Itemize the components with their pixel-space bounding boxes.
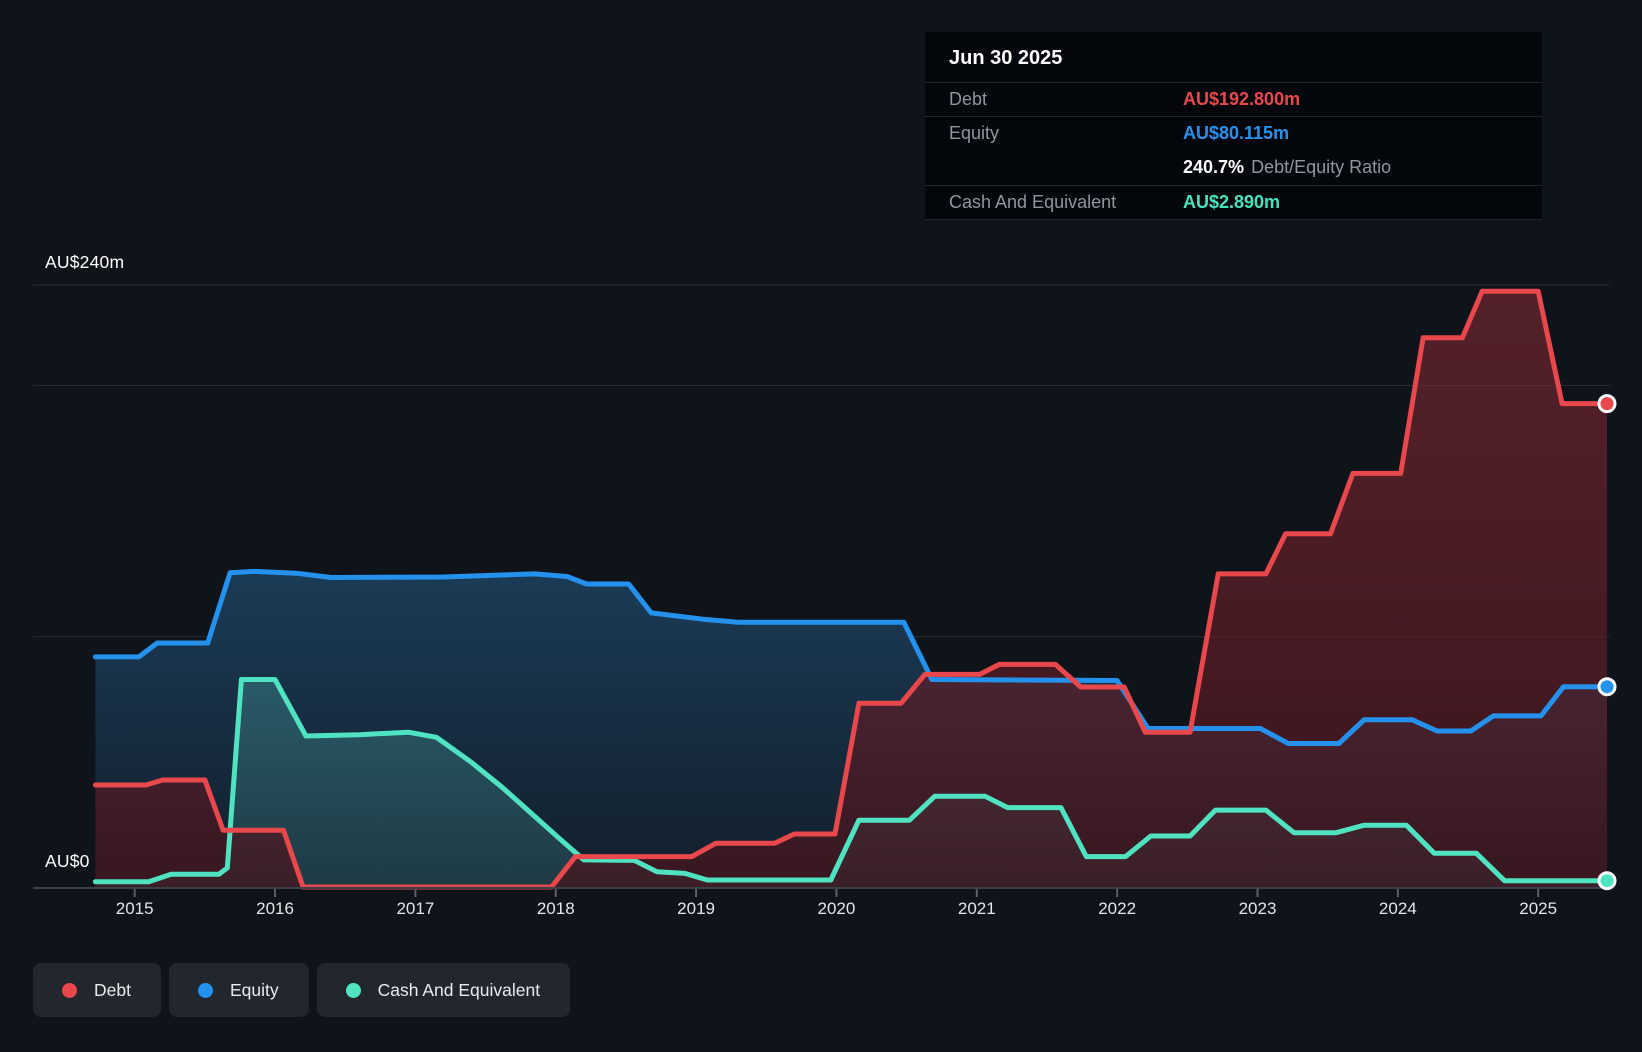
- debt-dot-icon: [62, 982, 77, 998]
- year-label-2021: 2021: [957, 899, 996, 918]
- y-axis-max-label: AU$240m: [45, 252, 125, 272]
- tooltip-equity-label: Equity: [949, 123, 1000, 143]
- year-label-2017: 2017: [396, 899, 435, 918]
- year-label-2015: 2015: [115, 899, 154, 918]
- year-label-2019: 2019: [677, 899, 716, 918]
- equity-endpoint-marker[interactable]: [1597, 677, 1617, 697]
- tooltip-debt-label: Debt: [949, 89, 988, 109]
- tooltip-date: Jun 30 2025: [949, 47, 1063, 69]
- equity-dot-icon: [197, 982, 213, 998]
- cash-endpoint-marker[interactable]: [1597, 871, 1617, 891]
- year-label-2022: 2022: [1098, 899, 1137, 918]
- cash-dot-icon: [345, 982, 361, 998]
- year-label-2023: 2023: [1238, 899, 1277, 918]
- year-label-2020: 2020: [817, 899, 856, 918]
- debt-endpoint-marker[interactable]: [1597, 394, 1617, 414]
- tooltip-cash-label: Cash And Equivalent: [949, 192, 1117, 212]
- year-label-2025: 2025: [1519, 899, 1558, 918]
- tooltip-row-debt: Debt AU$192.800m: [925, 82, 1542, 116]
- year-label-2018: 2018: [536, 899, 575, 918]
- tooltip-ratio-label: Debt/Equity Ratio: [1251, 157, 1392, 177]
- tooltip-row-cash: Cash And Equivalent AU$2.890m: [925, 185, 1542, 220]
- legend-debt-label: Debt: [94, 979, 131, 1000]
- legend: Debt Equity Cash And Equivalent: [33, 963, 571, 1017]
- tooltip-equity-value: AU$80.115m: [1183, 123, 1290, 143]
- legend-item-cash[interactable]: Cash And Equivalent: [316, 963, 571, 1017]
- debt-line: [92, 288, 1610, 890]
- tooltip-cash-value: AU$2.890m: [1183, 192, 1281, 212]
- y-axis-zero-label: AU$0: [45, 851, 90, 871]
- hover-tooltip: Jun 30 2025 Debt AU$192.800m Equity AU$8…: [925, 32, 1542, 220]
- legend-item-debt[interactable]: Debt: [33, 963, 161, 1017]
- equity-line: [92, 568, 1610, 746]
- year-label-2016: 2016: [256, 899, 294, 918]
- tooltip-debt-value: AU$192.800m: [1183, 89, 1301, 109]
- year-label-2024: 2024: [1378, 899, 1417, 918]
- cash-line: [92, 677, 1610, 885]
- legend-equity-label: Equity: [229, 979, 279, 1000]
- debt-area: [95, 291, 1607, 888]
- tooltip-ratio-value: 240.7%: [1183, 157, 1245, 177]
- legend-item-equity[interactable]: Equity: [168, 963, 309, 1017]
- tooltip-row-ratio: 240.7% Debt/Equity Ratio: [925, 150, 1542, 185]
- legend-cash-label: Cash And Equivalent: [377, 979, 541, 1000]
- tooltip-row-equity: Equity AU$80.115m: [925, 116, 1542, 150]
